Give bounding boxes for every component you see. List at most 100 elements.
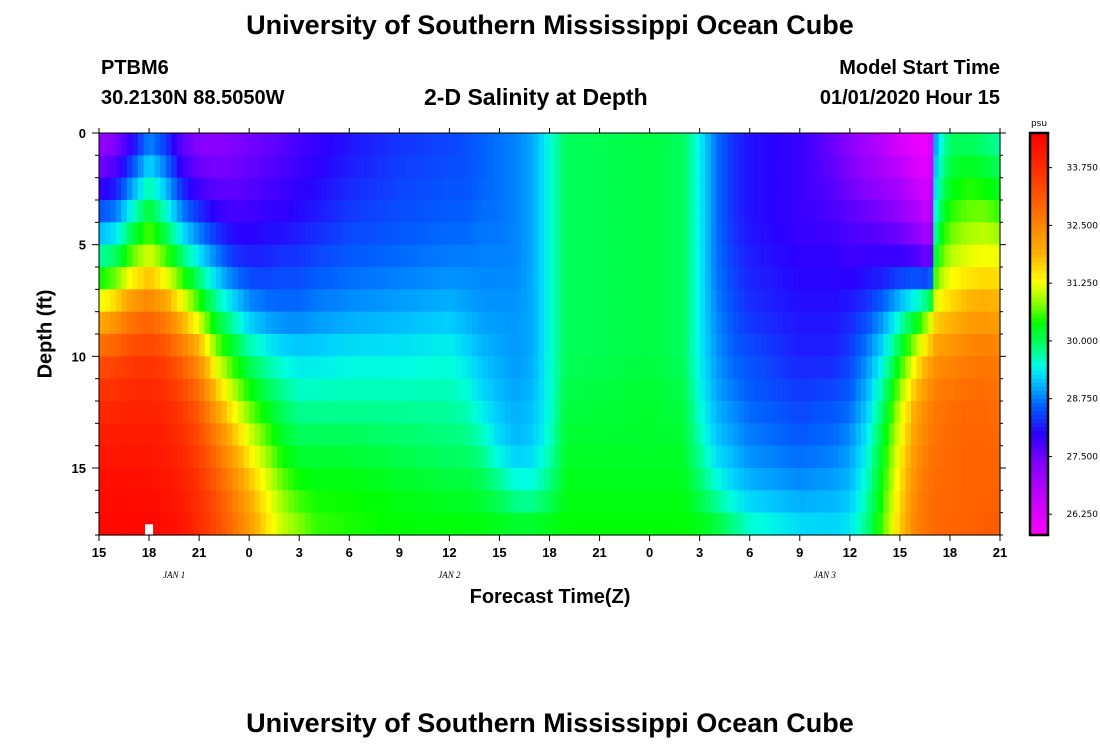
heatmap-cell [137, 356, 145, 380]
heatmap-cell [677, 222, 684, 246]
heatmap-cell [321, 244, 328, 268]
heatmap-cell [699, 133, 706, 156]
heatmap-cell [382, 378, 389, 402]
heatmap-cell [616, 445, 623, 469]
heatmap-cell [938, 445, 945, 469]
heatmap-cell [538, 222, 545, 246]
heatmap-cell [338, 468, 345, 491]
heatmap-cell [810, 401, 818, 424]
colorbar-segment [1030, 342, 1048, 347]
heatmap-cell [416, 334, 423, 357]
heatmap-cell [727, 133, 734, 156]
heatmap-cell [716, 378, 723, 402]
heatmap-cell [738, 289, 745, 313]
colorbar-segment [1030, 410, 1048, 415]
heatmap-cell [165, 222, 172, 246]
heatmap-cell [944, 378, 951, 402]
heatmap-cell [822, 244, 829, 268]
heatmap-cell [349, 468, 356, 491]
heatmap-cell [655, 512, 662, 536]
heatmap-cell [549, 177, 556, 201]
heatmap-cell [477, 289, 484, 313]
heatmap-cell [493, 490, 501, 514]
heatmap-cell [299, 468, 306, 491]
heatmap-cell [555, 289, 562, 313]
heatmap-cell [911, 177, 918, 201]
heatmap-cell [516, 468, 523, 491]
heatmap-cell [304, 200, 311, 223]
heatmap-cell [371, 490, 378, 514]
heatmap-cell [427, 423, 434, 447]
heatmap-cell [983, 133, 990, 156]
heatmap-cell [860, 356, 868, 380]
heatmap-cell [905, 311, 912, 335]
heatmap-cell [505, 177, 512, 201]
heatmap-cell [788, 222, 795, 246]
heatmap-cell [788, 311, 795, 335]
heatmap-cell [905, 155, 912, 179]
heatmap-cell [488, 490, 495, 514]
heatmap-cell [221, 155, 228, 179]
heatmap-cell [276, 267, 284, 290]
heatmap-cell [605, 512, 612, 536]
heatmap-cell [744, 423, 751, 447]
heatmap-cell [877, 177, 884, 201]
heatmap-cell [410, 267, 417, 290]
heatmap-cell [577, 244, 584, 268]
x-tick-label: 15 [492, 545, 506, 560]
heatmap-cell [215, 133, 222, 156]
heatmap-cell [354, 311, 361, 335]
heatmap-cell [360, 445, 367, 469]
colorbar-segment [1030, 458, 1048, 464]
heatmap-cell [733, 267, 740, 290]
colorbar-segment [1030, 201, 1048, 206]
heatmap-cell [938, 512, 945, 536]
heatmap-cell [466, 177, 473, 201]
heatmap-cell [849, 334, 856, 357]
heatmap-cell [460, 334, 467, 357]
heatmap-cell [499, 378, 506, 402]
heatmap-cell [816, 311, 823, 335]
heatmap-cell [894, 311, 901, 335]
heatmap-cell [238, 289, 245, 313]
heatmap-cell [883, 356, 890, 380]
colorbar-segment [1030, 518, 1048, 524]
heatmap-cell [799, 267, 806, 290]
heatmap-cell [799, 244, 806, 268]
heatmap-cell [627, 445, 634, 469]
heatmap-cell [560, 244, 567, 268]
heatmap-cell [955, 222, 962, 246]
heatmap-cell [671, 177, 679, 201]
heatmap-cell [766, 423, 773, 447]
heatmap-cell [543, 334, 551, 357]
heatmap-cell [666, 177, 673, 201]
heatmap-cell [282, 445, 289, 469]
heatmap-cell [638, 468, 645, 491]
heatmap-cell [671, 244, 679, 268]
heatmap-cell [126, 311, 133, 335]
heatmap-cell [571, 133, 578, 156]
heatmap-cell [582, 289, 590, 313]
x-tick-label: 12 [442, 545, 456, 560]
heatmap-cell [749, 468, 756, 491]
heatmap-cell [527, 356, 534, 380]
heatmap-cell [187, 445, 195, 469]
heatmap-cell [849, 512, 856, 536]
heatmap-cell [299, 311, 306, 335]
heatmap-cell [443, 222, 450, 246]
heatmap-cell [443, 200, 450, 223]
heatmap-cell [994, 356, 1001, 380]
heatmap-cell [454, 334, 462, 357]
heatmap-cell [232, 490, 239, 514]
y-tick-label: 0 [79, 126, 86, 141]
heatmap-cell [393, 401, 400, 424]
heatmap-cell [677, 356, 684, 380]
heatmap-cell [199, 490, 206, 514]
heatmap-cell [660, 244, 667, 268]
heatmap-cell [243, 222, 250, 246]
heatmap-cell [182, 423, 189, 447]
heatmap-cell [777, 334, 784, 357]
heatmap-cell [794, 289, 801, 313]
heatmap-cell [716, 512, 723, 536]
heatmap-cell [271, 512, 278, 536]
